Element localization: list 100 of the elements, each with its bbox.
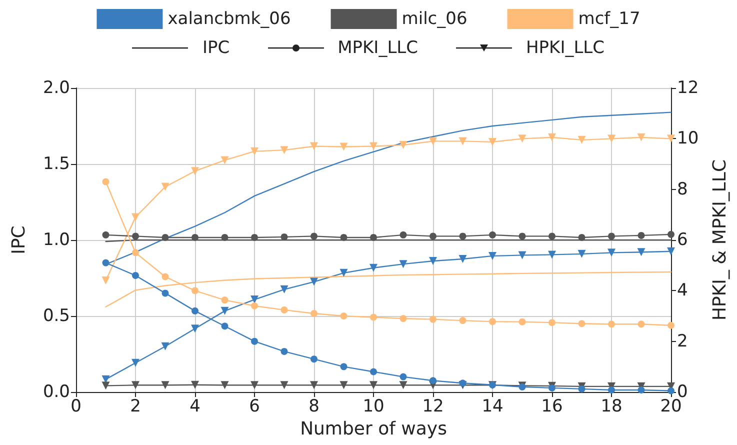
point: [518, 251, 526, 260]
point: [608, 248, 616, 257]
point: [132, 213, 140, 222]
point: [638, 320, 645, 328]
legend-label: mcf_17: [578, 9, 640, 29]
point: [221, 234, 228, 241]
point: [548, 384, 556, 392]
point: [310, 356, 318, 363]
point: [548, 133, 556, 142]
point: [280, 285, 288, 294]
point: [400, 373, 407, 380]
point: [220, 156, 229, 164]
point: [132, 358, 140, 367]
point: [667, 134, 675, 143]
point: [340, 312, 348, 320]
point: [399, 381, 408, 390]
point: [192, 307, 198, 314]
point: [608, 232, 615, 240]
point: [459, 380, 466, 387]
point: [399, 260, 408, 268]
point: [310, 278, 318, 286]
point: [132, 381, 140, 390]
y-tick-label: 0.0: [42, 382, 70, 402]
point: [102, 231, 110, 238]
y2-tick-label: 10: [677, 128, 699, 149]
point: [578, 385, 586, 392]
point: [637, 248, 646, 256]
y-tick-label: 1.5: [42, 154, 70, 174]
x-tick-label: 18: [600, 396, 622, 416]
point: [280, 233, 288, 240]
point: [399, 141, 408, 149]
point: [250, 147, 258, 156]
point: [310, 232, 318, 240]
point: [638, 386, 645, 394]
point: [340, 268, 348, 277]
point: [400, 315, 407, 322]
point: [251, 302, 258, 310]
point: [221, 322, 228, 330]
point: [191, 167, 199, 176]
point: [668, 322, 674, 329]
point: [161, 342, 170, 350]
point: [280, 306, 288, 314]
x-tick-label: 8: [308, 396, 320, 416]
x-tick-label: 20: [660, 396, 682, 416]
point: [578, 250, 586, 258]
point: [102, 259, 110, 266]
point: [518, 232, 526, 240]
legend-label: xalancbmk_06: [168, 9, 291, 29]
point: [220, 306, 229, 315]
y2-axis-title: HPKI_ & MPKI_LLC: [710, 159, 730, 321]
x-tick-label: 10: [362, 396, 384, 416]
point: [578, 320, 586, 328]
point: [637, 133, 646, 142]
point: [489, 318, 496, 326]
point: [310, 381, 318, 390]
point: [578, 136, 586, 144]
point: [310, 310, 318, 317]
x-tick-label: 6: [249, 396, 260, 416]
y-tick-label: 0.5: [42, 306, 70, 326]
y2-tick-label: 8: [677, 179, 688, 200]
point: [668, 230, 674, 238]
point: [400, 231, 407, 238]
x-tick-label: 2: [130, 396, 141, 416]
point: [430, 232, 436, 240]
point: [340, 142, 348, 151]
point: [459, 317, 466, 324]
legend-label: milc_06: [402, 9, 468, 29]
point: [102, 178, 110, 186]
point: [280, 146, 288, 154]
x-tick-label: 12: [422, 396, 444, 416]
point: [370, 381, 378, 390]
point: [340, 363, 348, 370]
point: [488, 138, 496, 146]
point: [220, 381, 229, 390]
point: [458, 137, 467, 146]
point: [370, 234, 377, 241]
point: [370, 314, 377, 321]
text: MPKI_LLC: [338, 38, 418, 58]
x-tick-label: 0: [70, 396, 82, 416]
x-tick-label: 4: [190, 396, 200, 416]
point: [162, 290, 169, 297]
point: [280, 381, 288, 390]
point: [221, 296, 228, 304]
y2-tick-label: 12: [677, 78, 699, 98]
text: IPC: [202, 38, 230, 58]
y2-tick-label: 2: [677, 331, 688, 352]
point: [162, 234, 169, 241]
point: [251, 338, 258, 345]
point: [608, 386, 615, 394]
point: [192, 234, 198, 241]
point: [430, 377, 436, 384]
x-axis-title: Number of ways: [300, 418, 447, 440]
point: [608, 134, 616, 143]
point: [191, 324, 199, 333]
point: [340, 381, 348, 390]
point: [132, 232, 139, 240]
point: [250, 381, 258, 390]
point: [340, 234, 348, 241]
point: [518, 134, 526, 143]
point: [162, 273, 169, 280]
